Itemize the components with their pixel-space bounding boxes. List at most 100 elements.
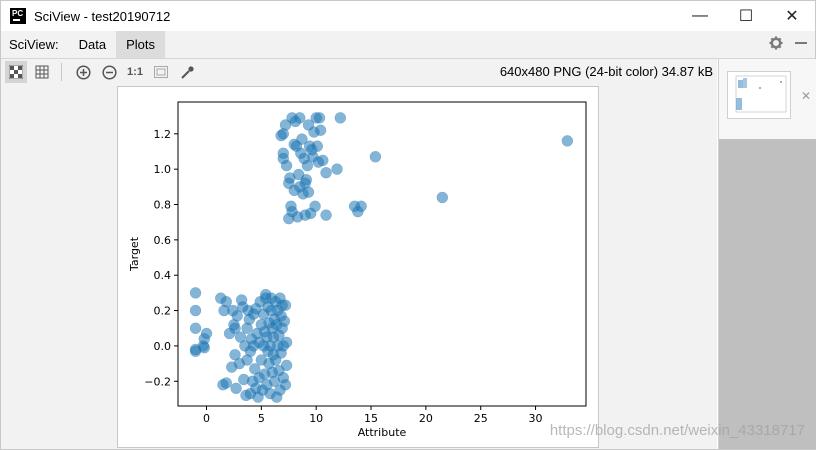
scatter-point bbox=[220, 377, 233, 389]
thumbnail-empty-area bbox=[719, 139, 816, 449]
y-tick-label: 0.0 bbox=[154, 340, 172, 353]
sciview-label: SciView: bbox=[9, 37, 59, 52]
gear-icon bbox=[769, 36, 783, 50]
hide-panel-button[interactable] bbox=[795, 37, 807, 52]
settings-button[interactable] bbox=[769, 36, 783, 53]
x-tick-label: 0 bbox=[203, 412, 210, 425]
scatter-point bbox=[436, 191, 449, 204]
scatter-point bbox=[355, 200, 367, 213]
x-tick-label: 20 bbox=[419, 412, 433, 425]
image-toolbar: 1:1 640x480 PNG (24-bit color) 34.87 kB bbox=[1, 59, 717, 85]
zoom-in-icon bbox=[75, 64, 91, 80]
window-controls: — ☐ ✕ bbox=[677, 1, 815, 31]
close-thumbnail-icon[interactable]: ✕ bbox=[801, 89, 812, 103]
scatter-point bbox=[234, 331, 247, 343]
scatter-point bbox=[300, 174, 313, 186]
y-tick-label: 0.8 bbox=[154, 199, 172, 212]
scatter-point bbox=[230, 382, 242, 395]
scatter-point bbox=[320, 209, 332, 221]
fit-to-window-button[interactable] bbox=[150, 61, 172, 83]
minimize-button[interactable]: — bbox=[677, 1, 723, 31]
scatter-point bbox=[296, 133, 308, 145]
grid-icon bbox=[35, 65, 49, 79]
minimize-panel-icon bbox=[795, 42, 807, 44]
y-tick-label: 0.6 bbox=[154, 234, 172, 247]
scatter-point bbox=[309, 200, 321, 213]
thumbnail-item[interactable]: ✕ bbox=[719, 59, 816, 139]
thumbnail-scatter-icon bbox=[735, 75, 787, 113]
y-tick-label: 0.2 bbox=[154, 305, 172, 318]
scatter-point bbox=[189, 304, 202, 317]
tab-plots[interactable]: Plots bbox=[116, 31, 165, 58]
scatter-point bbox=[200, 327, 213, 340]
y-axis-label: Target bbox=[128, 236, 141, 272]
pycharm-logo-icon: PC bbox=[10, 8, 26, 24]
plot-image[interactable]: 0 5 10 15 20 25 30 −0.2 0.0 0.2 0.4 0.6 0.8 1.0 1.2 Att… bbox=[117, 86, 599, 448]
actual-size-button[interactable]: 1:1 bbox=[124, 61, 146, 83]
scatter-point bbox=[189, 322, 202, 334]
scatter-point bbox=[369, 151, 382, 163]
scatter-point bbox=[231, 310, 243, 322]
y-tick-label: −0.2 bbox=[144, 375, 171, 388]
scatter-point bbox=[280, 359, 293, 372]
scatter-point bbox=[189, 287, 202, 299]
scatter-point bbox=[331, 163, 343, 175]
maximize-button[interactable]: ☐ bbox=[723, 1, 769, 31]
menubar-right-actions bbox=[769, 31, 807, 58]
color-picker-button[interactable] bbox=[176, 61, 198, 83]
watermark-text: https://blog.csdn.net/weixin_43318717 bbox=[549, 422, 805, 439]
grid-toggle-button[interactable] bbox=[31, 61, 53, 83]
x-tick-label: 5 bbox=[258, 412, 265, 425]
scatter-point bbox=[220, 295, 233, 308]
scatter-point bbox=[292, 168, 305, 181]
scatter-point bbox=[279, 119, 292, 131]
x-tick-label: 15 bbox=[364, 412, 378, 425]
scatter-point bbox=[278, 315, 291, 327]
plots-thumbnail-panel: ✕ bbox=[718, 59, 816, 449]
scatter-point bbox=[279, 299, 292, 312]
plot-thumbnail[interactable] bbox=[727, 71, 791, 119]
scatter-point bbox=[293, 112, 306, 124]
chessboard-icon bbox=[9, 65, 23, 79]
actual-size-label: 1:1 bbox=[127, 66, 143, 78]
x-tick-label: 10 bbox=[309, 412, 323, 425]
tab-plots-label: Plots bbox=[126, 37, 155, 52]
y-tick-label: 1.0 bbox=[154, 163, 172, 176]
eyedropper-icon bbox=[180, 65, 194, 79]
window-title: SciView - test20190712 bbox=[34, 8, 171, 24]
scatter-point bbox=[301, 159, 314, 172]
plot-axes-frame bbox=[177, 101, 587, 407]
scatter-point bbox=[561, 135, 574, 147]
close-button[interactable]: ✕ bbox=[769, 1, 815, 31]
tab-data-label: Data bbox=[78, 37, 107, 52]
toolbar-separator bbox=[61, 63, 62, 81]
x-tick-label: 30 bbox=[529, 412, 543, 425]
scatter-point bbox=[313, 112, 326, 124]
scatter-plot: 0 5 10 15 20 25 30 −0.2 0.0 0.2 0.4 0.6 0.8 1.0 1.2 Att… bbox=[128, 101, 587, 439]
scatter-point bbox=[229, 348, 241, 361]
zoom-in-button[interactable] bbox=[72, 61, 94, 83]
close-icon: ✕ bbox=[785, 8, 799, 25]
x-tick-label: 25 bbox=[474, 412, 488, 425]
image-viewer-area: 0 5 10 15 20 25 30 −0.2 0.0 0.2 0.4 0.6 0.8 1.0 1.2 Att… bbox=[1, 85, 717, 449]
y-tick-label: 1.2 bbox=[154, 128, 172, 141]
scatter-point bbox=[229, 322, 241, 334]
x-axis-label: Attribute bbox=[358, 426, 407, 439]
scatter-point bbox=[279, 379, 292, 391]
scatter-point bbox=[317, 154, 329, 167]
scatter-point bbox=[249, 363, 261, 375]
minimize-icon: — bbox=[692, 7, 708, 24]
zoom-out-button[interactable] bbox=[98, 61, 120, 83]
scatter-point bbox=[311, 140, 324, 152]
scatter-point bbox=[280, 159, 293, 172]
image-info-text: 640x480 PNG (24-bit color) 34.87 kB bbox=[499, 64, 713, 79]
scatter-point bbox=[314, 124, 327, 137]
scatter-point bbox=[302, 186, 315, 198]
tab-data[interactable]: Data bbox=[69, 31, 116, 58]
scatter-point bbox=[198, 341, 211, 354]
chessboard-toggle-button[interactable] bbox=[5, 61, 27, 83]
zoom-out-icon bbox=[101, 64, 117, 80]
title-bar: PC SciView - test20190712 — ☐ ✕ bbox=[1, 1, 815, 31]
maximize-icon: ☐ bbox=[738, 8, 754, 25]
